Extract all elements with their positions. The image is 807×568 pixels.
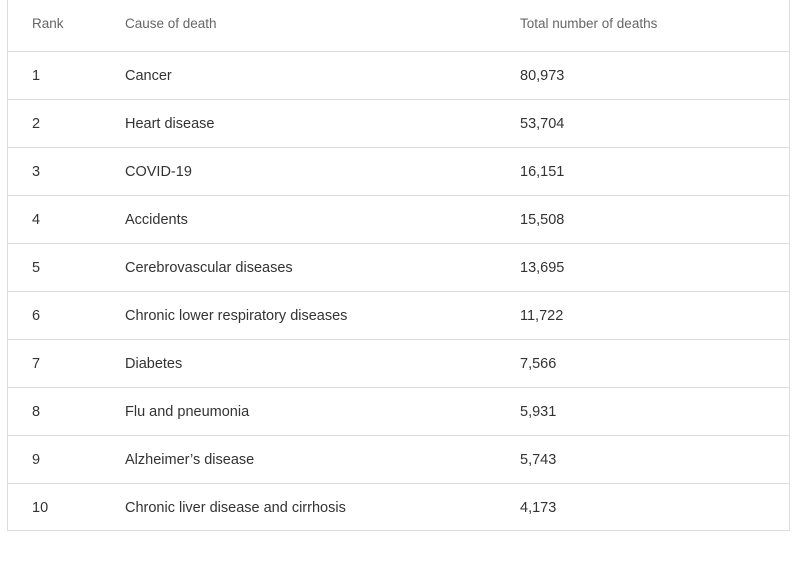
total-cell: 5,931 (520, 403, 557, 420)
table-row: 3 COVID-19 16,151 (8, 148, 789, 196)
table-row: 5 Cerebrovascular diseases 13,695 (8, 244, 789, 292)
total-cell: 16,151 (520, 163, 565, 180)
total-cell: 53,704 (520, 115, 565, 132)
rank-cell: 7 (32, 355, 41, 372)
table-row: 4 Accidents 15,508 (8, 196, 789, 244)
header-rank: Rank (32, 16, 64, 31)
cause-cell: Heart disease (125, 115, 215, 132)
rank-cell: 9 (32, 451, 41, 468)
table-row: 9 Alzheimer’s disease 5,743 (8, 436, 789, 484)
total-cell: 11,722 (520, 307, 564, 324)
causes-of-death-table: Rank Cause of death Total number of deat… (7, 0, 790, 531)
header-cause: Cause of death (125, 16, 217, 31)
header-total: Total number of deaths (520, 16, 658, 31)
rank-cell: 3 (32, 163, 41, 180)
cause-cell: Cerebrovascular diseases (125, 259, 293, 276)
total-cell: 4,173 (520, 500, 557, 516)
cause-cell: Chronic liver disease and cirrhosis (125, 500, 346, 516)
cause-cell: Accidents (125, 211, 188, 228)
total-cell: 15,508 (520, 211, 565, 228)
rank-cell: 4 (32, 211, 41, 228)
table-row: 1 Cancer 80,973 (8, 52, 789, 100)
cause-cell: Flu and pneumonia (125, 403, 250, 420)
cause-cell: Alzheimer’s disease (125, 451, 255, 468)
cause-cell: COVID-19 (125, 163, 192, 180)
rank-cell: 10 (32, 500, 49, 516)
total-cell: 13,695 (520, 259, 565, 276)
table-header-row: Rank Cause of death Total number of deat… (8, 0, 789, 52)
table-row: 10 Chronic liver disease and cirrhosis 4… (8, 484, 789, 532)
cause-cell: Diabetes (125, 355, 183, 372)
table-row: 2 Heart disease 53,704 (8, 100, 789, 148)
total-cell: 7,566 (520, 355, 557, 372)
table-row: 7 Diabetes 7,566 (8, 340, 789, 388)
rank-cell: 1 (32, 67, 41, 84)
rank-cell: 2 (32, 115, 41, 132)
cause-cell: Chronic lower respiratory diseases (125, 307, 348, 324)
rank-cell: 8 (32, 403, 41, 420)
table-row: 6 Chronic lower respiratory diseases 11,… (8, 292, 789, 340)
total-cell: 80,973 (520, 67, 565, 84)
rank-cell: 6 (32, 307, 41, 324)
total-cell: 5,743 (520, 451, 557, 468)
table-row: 8 Flu and pneumonia 5,931 (8, 388, 789, 436)
cause-cell: Cancer (125, 67, 172, 84)
rank-cell: 5 (32, 259, 41, 276)
